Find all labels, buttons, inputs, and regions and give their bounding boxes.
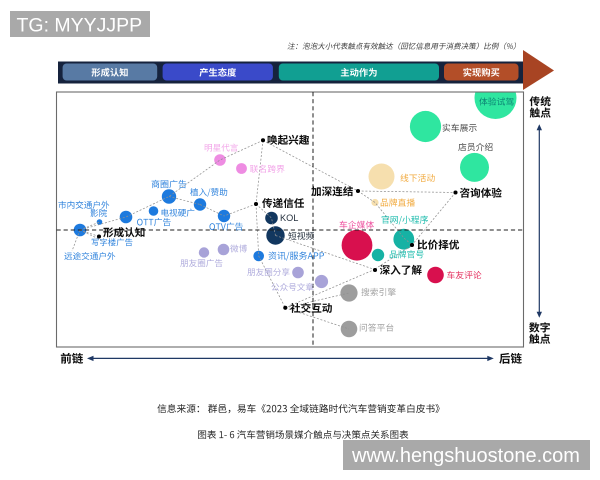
svg-text:www.hengshuostone.com: www.hengshuostone.com [351, 445, 580, 467]
svg-text:KOL: KOL [280, 213, 298, 223]
svg-text:TG: MYYJJPP: TG: MYYJJPP [17, 15, 143, 37]
